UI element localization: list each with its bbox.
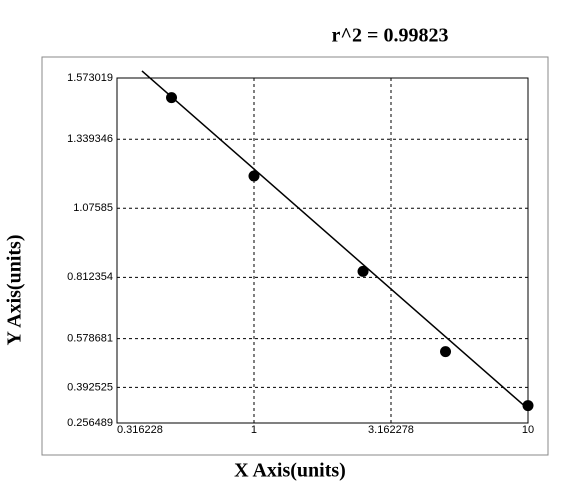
y-tick-label: 0.812354 <box>67 271 113 283</box>
y-tick-label: 1.339346 <box>67 133 113 145</box>
y-tick-label: 1.573019 <box>67 72 113 84</box>
y-axis-label: Y Axis(units) <box>4 235 26 346</box>
x-tick-label: 0.316228 <box>117 424 163 436</box>
y-tick-label: 1.07585 <box>73 202 113 214</box>
x-tick-label: 3.162278 <box>368 424 414 436</box>
x-tick-label: 10 <box>522 424 534 436</box>
point <box>357 265 369 277</box>
y-tick-label: 0.392525 <box>67 381 113 393</box>
x-axis-label: X Axis(units) <box>234 460 346 482</box>
chart-title: r^2 = 0.99823 <box>332 25 449 47</box>
point <box>166 92 178 104</box>
point <box>522 400 534 412</box>
point <box>248 170 260 182</box>
fit-line <box>141 70 529 410</box>
y-tick-label: 0.256489 <box>67 417 113 429</box>
point <box>440 346 452 358</box>
x-tick-label: 1 <box>251 424 257 436</box>
y-tick-label: 0.578681 <box>67 332 113 344</box>
frame <box>41 56 549 456</box>
plot-area <box>116 77 529 424</box>
